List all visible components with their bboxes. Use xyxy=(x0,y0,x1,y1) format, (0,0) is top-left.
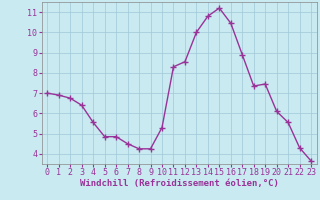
X-axis label: Windchill (Refroidissement éolien,°C): Windchill (Refroidissement éolien,°C) xyxy=(80,179,279,188)
